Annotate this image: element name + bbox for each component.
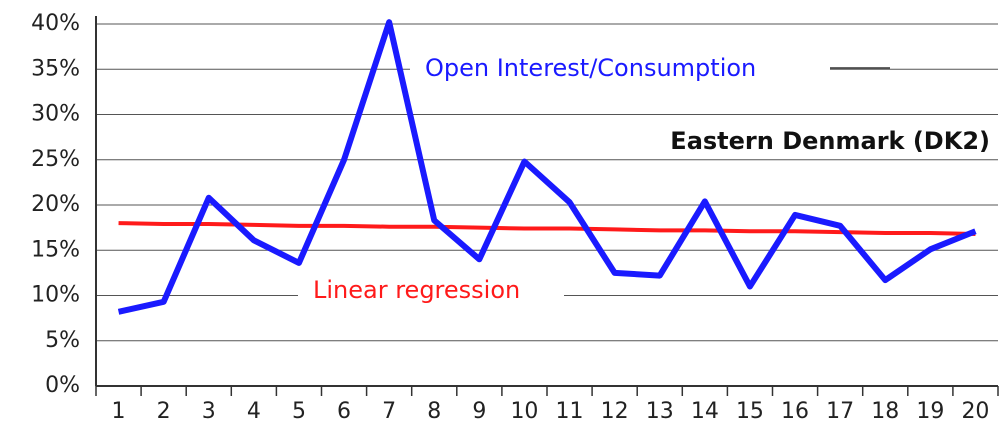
series-line bbox=[117, 19, 977, 315]
y-tick-label: 0% bbox=[45, 373, 80, 398]
x-tick-label: 5 bbox=[292, 399, 306, 424]
x-tick-label: 9 bbox=[472, 399, 486, 424]
x-tick-label: 19 bbox=[916, 399, 944, 424]
x-tick-label: 14 bbox=[691, 399, 719, 424]
x-tick-label: 4 bbox=[247, 399, 261, 424]
x-tick-label: 13 bbox=[646, 399, 674, 424]
label-bg bbox=[410, 52, 830, 84]
x-tick-label: 20 bbox=[961, 399, 989, 424]
x-tick-label: 6 bbox=[337, 399, 351, 424]
series-label: Linear regression bbox=[313, 276, 520, 304]
x-tick-label: 11 bbox=[556, 399, 584, 424]
y-tick-label: 30% bbox=[31, 102, 80, 127]
y-tick-label: 20% bbox=[31, 192, 80, 217]
x-tick-label: 18 bbox=[871, 399, 899, 424]
x-tick-label: 3 bbox=[202, 399, 216, 424]
x-tick-label: 17 bbox=[826, 399, 854, 424]
x-tick-label: 10 bbox=[510, 399, 538, 424]
x-tick-label: 1 bbox=[112, 399, 126, 424]
y-tick-label: 35% bbox=[31, 56, 80, 81]
label-bg bbox=[298, 274, 564, 306]
series-label: Open Interest/Consumption bbox=[425, 54, 756, 82]
x-tick-label: 12 bbox=[601, 399, 629, 424]
y-tick-label: 5% bbox=[45, 328, 80, 353]
y-tick-label: 25% bbox=[31, 147, 80, 172]
series-line bbox=[118, 221, 976, 236]
x-tick-label: 16 bbox=[781, 399, 809, 424]
y-tick-label: 15% bbox=[31, 237, 80, 262]
x-tick-label: 2 bbox=[157, 399, 171, 424]
x-tick-label: 7 bbox=[382, 399, 396, 424]
y-tick-label: 40% bbox=[31, 11, 80, 36]
x-tick-label: 8 bbox=[427, 399, 441, 424]
y-tick-label: 10% bbox=[31, 283, 80, 308]
chart-title: Eastern Denmark (DK2) bbox=[670, 127, 990, 155]
x-tick-label: 15 bbox=[736, 399, 764, 424]
